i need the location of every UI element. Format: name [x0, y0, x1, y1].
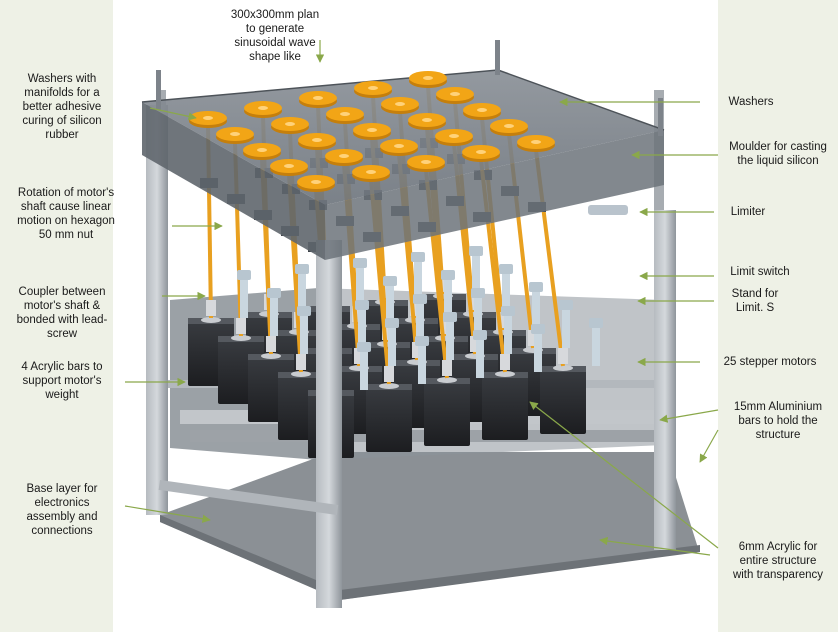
limit-switch-stand — [469, 246, 483, 294]
limit-switch-stand — [297, 306, 311, 354]
limit-switch-stand — [443, 312, 457, 360]
washer — [244, 101, 282, 118]
washer — [298, 133, 336, 150]
right-label-panel — [718, 0, 838, 632]
front-posts — [146, 105, 676, 608]
washer — [353, 123, 391, 140]
washer — [325, 149, 363, 166]
washer — [216, 127, 254, 144]
washer — [407, 155, 445, 172]
washer — [463, 103, 501, 120]
washer — [299, 91, 337, 108]
arrow-icon — [149, 107, 197, 121]
left-label-panel — [0, 0, 113, 632]
washer — [435, 129, 473, 146]
limit-switch-stand — [529, 282, 543, 330]
washer — [490, 119, 528, 136]
washer — [517, 135, 555, 152]
washer — [408, 113, 446, 130]
limit-switch-stand — [295, 264, 309, 312]
arrow-icon — [529, 401, 719, 549]
label-top-plan: 300x300mm plan to generate sinusoidal wa… — [230, 9, 320, 63]
limit-switch-stand — [383, 276, 397, 324]
limit-switch-stand — [357, 342, 371, 390]
label-stepper-motors: 25 stepper motors — [723, 356, 817, 368]
limit-switch-stand — [267, 288, 281, 336]
stepper-motor — [424, 377, 470, 446]
annotation-arrows — [124, 40, 719, 556]
washer — [271, 117, 309, 134]
limit-switch-stand — [385, 318, 399, 366]
label-washers-manifolds: Washers with manifolds for a better adhe… — [22, 73, 102, 141]
limit-switch-stand — [411, 252, 425, 300]
limit-switch-stand — [473, 330, 487, 378]
stepper-motor — [540, 365, 586, 434]
limit-switch-stand — [501, 306, 515, 354]
washer — [243, 143, 281, 160]
limit-switch-stand — [355, 300, 369, 348]
label-base-layer: Base layer for electronics assembly and … — [26, 483, 98, 537]
label-coupler: Coupler between motor's shaft & bonded w… — [16, 286, 108, 340]
label-limit-switch: Limit switch — [730, 266, 790, 278]
limit-switch-stand — [237, 270, 251, 318]
washers — [189, 71, 555, 192]
limit-switch-stand — [353, 258, 367, 306]
washer — [409, 71, 447, 88]
label-moulder: Moulder for casting the liquid silicon — [729, 141, 827, 167]
label-limiter: Limiter — [730, 206, 766, 218]
stepper-motor — [366, 383, 412, 452]
label-rotation: Rotation of motor's shaft cause linear m… — [17, 187, 115, 241]
washer — [189, 111, 227, 128]
washer — [380, 139, 418, 156]
limit-switch-stand — [531, 324, 545, 372]
arrow-icon — [699, 429, 719, 463]
label-stand: Stand for Limit. S — [731, 288, 779, 314]
label-washers: Washers — [728, 96, 774, 108]
limit-switch-stand — [471, 288, 485, 336]
label-acrylic-6mm: 6mm Acrylic for entire structure with tr… — [732, 541, 824, 581]
label-acrylic-bars: 4 Acrylic bars to support motor's weight — [21, 361, 103, 401]
base-plate — [160, 452, 700, 600]
limit-switch-stand — [499, 264, 513, 312]
limit-switch-stand — [589, 318, 603, 366]
limit-switch-stand — [413, 294, 427, 342]
label-aluminium-bars: 15mm Aluminium bars to hold the structur… — [733, 401, 823, 441]
arrow-icon — [659, 409, 719, 423]
limit-switch-stand — [441, 270, 455, 318]
washer — [354, 81, 392, 98]
washer — [352, 165, 390, 182]
washer — [297, 175, 335, 192]
washer — [326, 107, 364, 124]
arrow-icon — [124, 505, 211, 523]
washer — [381, 97, 419, 114]
washer — [436, 87, 474, 104]
arrow-icon — [599, 536, 711, 556]
stepper-motor — [482, 371, 528, 440]
washer — [462, 145, 500, 162]
limit-switch-stand — [415, 336, 429, 384]
limit-switch-stand — [559, 300, 573, 348]
washer — [270, 159, 308, 176]
